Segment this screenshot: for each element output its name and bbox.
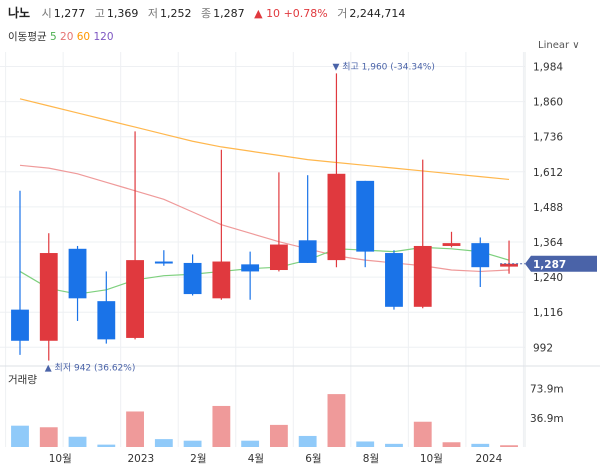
candle-body	[97, 301, 116, 340]
x-tick-label: 6월	[305, 453, 321, 465]
ma-20-label: 20	[60, 31, 74, 43]
y-tick-label: 992	[533, 342, 553, 354]
candle-body	[385, 253, 403, 307]
candle-body	[500, 263, 518, 267]
x-tick-label: 4월	[248, 453, 264, 465]
ma-5-label: 5	[49, 31, 57, 43]
low-value: 1,252	[159, 7, 192, 20]
candle-body	[298, 240, 317, 263]
volume-bar	[97, 444, 116, 447]
candle-body	[413, 245, 432, 307]
volume-label: 거	[337, 7, 348, 20]
high-annotation: ▼ 최고 1,960 (-34.34%)	[332, 61, 434, 72]
candle-body	[442, 243, 461, 246]
y-tick-label: 1,612	[533, 167, 563, 179]
ma20-line	[19, 164, 510, 273]
moving-average-legend[interactable]: 이동평균 5 20 60 120	[8, 29, 114, 44]
x-tick-label: 2024	[476, 453, 503, 465]
candle-body	[212, 261, 231, 299]
stock-name: 나노	[8, 6, 31, 20]
change-percent: +0.78%	[283, 7, 328, 20]
open-value: 1,277	[53, 7, 86, 20]
close-value: 1,287	[213, 7, 245, 20]
volume-bar	[68, 436, 87, 447]
volume-bar	[413, 421, 432, 447]
quote-header: 나노 시 1,277 고 1,369 저 1,252 종 1,287 ▲ 10 +0.7…	[8, 4, 411, 24]
ma-120-label: 120	[93, 31, 114, 43]
volume-bar	[269, 424, 288, 447]
x-tick-label: 2월	[190, 453, 206, 465]
volume-bar	[471, 443, 490, 447]
candle-body	[39, 253, 58, 341]
y-tick-label: 1,984	[533, 62, 563, 74]
ma60-line	[19, 98, 510, 181]
scale-toggle[interactable]: Linear ∨	[538, 40, 580, 51]
y-tick-label: 1,240	[533, 272, 563, 284]
candle-body	[68, 248, 87, 299]
candle-body	[471, 243, 490, 268]
high-label: 고	[94, 7, 105, 20]
x-tick-label: 10월	[49, 453, 72, 465]
change-up-icon: ▲	[254, 7, 263, 20]
volume-bar	[298, 435, 317, 447]
candle-body	[241, 264, 260, 272]
volume-bar	[183, 440, 202, 447]
volume-bar	[154, 439, 173, 447]
candle-body	[269, 244, 288, 271]
volume-value: 2,244,714	[349, 7, 406, 20]
volume-bar	[212, 405, 231, 447]
low-label: 저	[147, 7, 158, 20]
volume-tick-label: 73.9m	[530, 384, 564, 396]
volume-tick-label: 36.9m	[530, 413, 564, 425]
candle-body	[183, 262, 202, 295]
candle-body	[126, 260, 144, 338]
volume-bar	[241, 440, 260, 447]
close-label: 종	[200, 7, 212, 20]
y-tick-label: 1,116	[533, 307, 563, 319]
ma-legend-title: 이동평균	[8, 31, 47, 43]
x-tick-label: 10월	[420, 453, 443, 465]
volume-bar	[327, 394, 346, 447]
volume-bar	[356, 441, 375, 447]
candle-body	[356, 180, 375, 252]
volume-bar	[39, 427, 58, 447]
open-label: 시	[41, 7, 52, 20]
ma5-line	[19, 246, 510, 295]
volume-pane-title: 거래량	[8, 374, 37, 386]
x-tick-label: 2023	[127, 453, 154, 465]
current-price-label: 1,287	[533, 259, 566, 271]
volume-bar	[385, 443, 403, 447]
y-tick-label: 1,860	[533, 97, 563, 109]
x-tick-label: 8월	[363, 453, 379, 465]
volume-bar	[500, 445, 518, 447]
volume-bar	[126, 411, 144, 447]
candle-body	[11, 309, 29, 341]
y-tick-label: 1,364	[533, 237, 563, 249]
change-value: 10	[266, 7, 281, 20]
current-price-tag	[525, 255, 597, 272]
candle-body	[154, 261, 173, 264]
high-value: 1,369	[106, 7, 139, 20]
low-annotation: ▲ 최저 942 (36.62%)	[45, 363, 136, 374]
volume-bar	[442, 442, 461, 447]
volume-bar	[11, 425, 29, 447]
y-tick-label: 1,488	[533, 202, 563, 214]
candle-body	[327, 173, 346, 261]
y-tick-label: 1,736	[533, 132, 563, 144]
ma-60-label: 60	[76, 31, 91, 43]
